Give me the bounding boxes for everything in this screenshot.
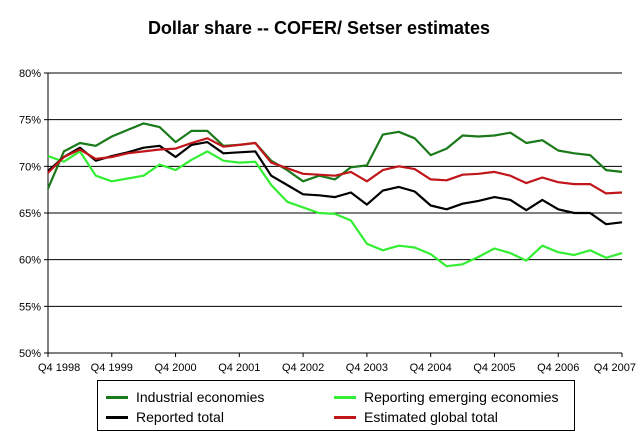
- x-tick-label: Q4 2001: [218, 362, 260, 374]
- legend-swatch-emerging: [334, 395, 356, 399]
- series-line-estimated-global-total: [47, 137, 623, 195]
- x-tick-label: Q4 2002: [282, 362, 324, 374]
- x-tick-label: Q4 2000: [154, 362, 196, 374]
- x-tick-label: Q4 1998: [38, 362, 80, 374]
- legend-item-emerging: Reporting emerging economies: [334, 387, 559, 407]
- x-axis-ticks: Q4 1998 Q4 1999 Q4 2000 Q4 2001 Q4 2002 Q4 20…: [38, 353, 636, 374]
- x-tick-label: Q4 2007: [594, 362, 636, 374]
- legend-item-estimated: Estimated global total: [334, 407, 498, 427]
- legend-swatch-reported: [106, 415, 128, 419]
- legend-label-industrial: Industrial economies: [136, 389, 265, 405]
- y-tick-label: 75%: [19, 115, 41, 127]
- x-tick-label: Q4 1999: [91, 362, 133, 374]
- legend-swatch-industrial: [106, 395, 128, 399]
- y-tick-label: 65%: [19, 208, 41, 220]
- legend-label-reported: Reported total: [136, 409, 224, 425]
- y-tick-label: 50%: [19, 348, 41, 360]
- series-line-industrial-economies: [46, 122, 623, 190]
- x-tick-label: Q4 2005: [473, 362, 515, 374]
- series-line-reporting-emerging-economies: [47, 150, 623, 268]
- y-axis-ticks: 50% 55% 60% 65% 70% 75% 80%: [19, 68, 48, 360]
- y-tick-label: 70%: [19, 161, 41, 173]
- x-tick-label: Q4 2004: [410, 362, 452, 374]
- series-lines: [46, 122, 623, 268]
- legend-item-industrial: Industrial economies: [106, 387, 264, 407]
- x-tick-label: Q4 2003: [346, 362, 388, 374]
- legend-label-emerging: Reporting emerging economies: [364, 389, 559, 405]
- legend-item-reported: Reported total: [106, 407, 224, 427]
- x-tick-label: Q4 2006: [537, 362, 579, 374]
- series-line-reported-total: [47, 141, 623, 226]
- y-tick-label: 55%: [19, 301, 41, 313]
- legend: Industrial economies Reporting emerging …: [97, 380, 575, 431]
- gridlines: [48, 72, 622, 307]
- chart-title: Dollar share -- COFER/ Setser estimates: [147, 18, 491, 38]
- y-tick-label: 80%: [19, 68, 41, 80]
- legend-swatch-estimated: [334, 415, 356, 419]
- y-tick-label: 60%: [19, 255, 41, 267]
- legend-label-estimated: Estimated global total: [364, 409, 498, 425]
